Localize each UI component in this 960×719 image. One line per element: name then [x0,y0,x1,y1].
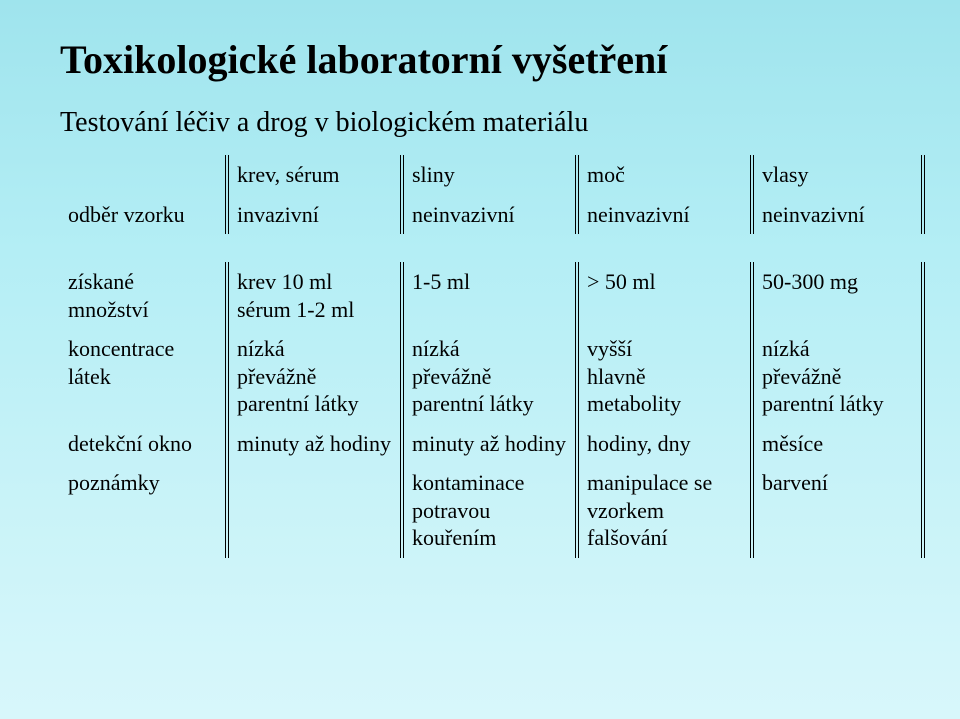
table-row: krev, sérum sliny moč vlasy [60,155,925,195]
row-label: poznámky [60,463,225,558]
row-label: získané množství [60,262,225,329]
cell: invazivní [225,195,400,235]
cell: nízkápřevážněparentní látky [400,329,575,424]
cell: krev 10 mlsérum 1-2 ml [225,262,400,329]
table-gap [60,234,900,262]
cell: měsíce [750,424,925,464]
cell [225,463,400,558]
cell: minuty až hodiny [400,424,575,464]
cell: neinvazivní [575,195,750,235]
slide-subtitle: Testování léčiv a drog v biologickém mat… [60,107,900,139]
cell: krev, sérum [225,155,400,195]
cell: nízkápřevážněparentní látky [750,329,925,424]
table-group-1: získané množství krev 10 mlsérum 1-2 ml … [60,262,925,558]
table-row: poznámky kontaminace potravou kouřením m… [60,463,925,558]
cell: nízkápřevážněparentní látky [225,329,400,424]
row-label: detekční okno [60,424,225,464]
table-row: získané množství krev 10 mlsérum 1-2 ml … [60,262,925,329]
table-row: koncentrace látek nízkápřevážněparentní … [60,329,925,424]
cell: neinvazivní [400,195,575,235]
cell: 1-5 ml [400,262,575,329]
cell: vyššíhlavněmetabolity [575,329,750,424]
cell: hodiny, dny [575,424,750,464]
cell: minuty až hodiny [225,424,400,464]
table-row: odběr vzorku invazivní neinvazivní neinv… [60,195,925,235]
cell: sliny [400,155,575,195]
row-label: koncentrace látek [60,329,225,424]
cell: vlasy [750,155,925,195]
cell: barvení [750,463,925,558]
table-row: detekční okno minuty až hodiny minuty až… [60,424,925,464]
cell: 50-300 mg [750,262,925,329]
cell: kontaminace potravou kouřením [400,463,575,558]
cell: manipulace se vzorkem falšování [575,463,750,558]
row-label: odběr vzorku [60,195,225,235]
table-group-0: krev, sérum sliny moč vlasy odběr vzorku… [60,155,925,234]
slide: Toxikologické laboratorní vyšetření Test… [0,0,960,558]
cell: > 50 ml [575,262,750,329]
slide-title: Toxikologické laboratorní vyšetření [60,36,900,83]
cell: neinvazivní [750,195,925,235]
cell: moč [575,155,750,195]
row-label [60,155,225,195]
